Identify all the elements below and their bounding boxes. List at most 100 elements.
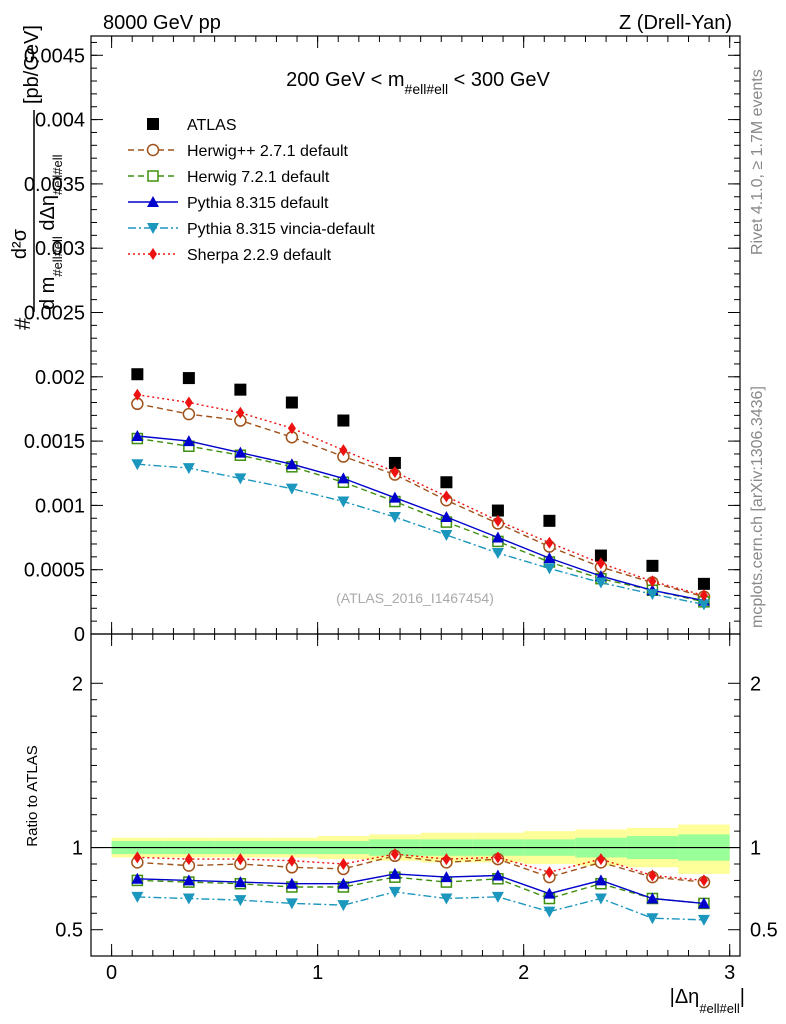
main-ytick-label-8: 0.004 [35, 110, 85, 132]
ratio-point-s3-5 [388, 886, 401, 898]
main-point-s3-6 [440, 510, 453, 522]
ratio-point-s2-3 [285, 877, 298, 889]
main-point-s5-0 [133, 388, 142, 401]
ratio-point-s4-10 [648, 869, 657, 882]
ratio-point-s3-11 [697, 914, 710, 926]
ratio-series-line-1 [137, 876, 704, 905]
xlabel-post: | [740, 986, 745, 1008]
ratio-ylabel: Ratio to ATLAS [24, 745, 41, 846]
main-point-s0-11 [697, 577, 710, 590]
ratio-point-s2-5 [388, 867, 401, 879]
main-point-s4-11 [697, 599, 710, 611]
ratio-series-line-3 [137, 891, 704, 921]
xtick-label-2: 2 [518, 962, 529, 984]
main-point-s1-1 [182, 407, 196, 421]
main-point-s0-9 [594, 549, 607, 562]
main-point-s3-7 [491, 531, 504, 543]
main-ytick-label-3: 0.0015 [24, 431, 85, 453]
ratio-ytick-label-1: 1 [72, 838, 83, 860]
main-point-s4-2 [234, 473, 247, 485]
main-ylabel-den: d m#ell#ell dΔη#ell#ell [37, 154, 65, 310]
main-point-s5-9 [596, 557, 605, 570]
ratio-point-s2-0 [131, 872, 144, 884]
main-series-line-4 [137, 463, 705, 606]
ratio-point-s3-7 [491, 891, 504, 903]
ratio-point-s4-8 [545, 866, 554, 879]
ratio-point-s3-4 [337, 900, 350, 912]
main-point-s5-8 [545, 536, 554, 549]
main-point-s5-3 [287, 422, 296, 435]
main-title-post: < 300 GeV [448, 69, 550, 91]
legend-marker-5 [149, 248, 157, 260]
header-left: 8000 GeV pp [103, 12, 221, 34]
xlabel: |Δη#ell#ell| [670, 986, 745, 1016]
main-ylabel: # d²σ d m#ell#ell dΔη#ell#ell [pb/GeV] [9, 25, 65, 330]
main-ytick-label-7: 0.0035 [24, 174, 85, 196]
ratio-frame [90, 633, 741, 957]
main-point-s3-2 [234, 446, 247, 458]
ratio-ytick-label-r-1: 1 [750, 838, 761, 860]
ratio-point-s4-11 [699, 874, 708, 887]
main-point-s0-0 [131, 368, 144, 381]
main-point-s5-4 [339, 444, 348, 457]
main-ytick-label-6: 0.003 [35, 238, 85, 260]
main-point-s4-3 [285, 483, 298, 495]
ratio-ytick-label-r-2: 2 [750, 673, 761, 695]
main-point-s0-10 [646, 559, 659, 572]
legend-label-2: Herwig 7.2.1 default [187, 169, 330, 186]
main-point-s4-8 [543, 563, 556, 575]
main-point-s4-6 [440, 529, 453, 541]
ratio-ytick-label-2: 2 [72, 673, 83, 695]
main-title-sub: #ell#ell [405, 81, 449, 97]
main-point-s3-8 [543, 552, 556, 564]
main-point-s4-1 [182, 463, 195, 475]
ratio-point-s3-0 [131, 891, 144, 903]
analysis-watermark: (ATLAS_2016_I1467454) [336, 590, 494, 606]
main-series-line-2 [137, 437, 705, 603]
main-point-s5-7 [493, 514, 502, 527]
ratio-ytick-label-0: 0.5 [55, 920, 83, 942]
main-ytick-label-4: 0.002 [35, 367, 85, 389]
main-point-s0-8 [543, 514, 556, 527]
main-ylabel-den-a: d m [37, 277, 59, 310]
legend-label-4: Pythia 8.315 vincia-default [187, 221, 375, 238]
main-point-s4-10 [646, 589, 659, 601]
legend-marker-2 [147, 170, 159, 182]
main-point-s0-6 [440, 476, 453, 489]
main-series-line-5 [137, 394, 705, 597]
ratio-point-s4-7 [493, 851, 502, 864]
main-point-s5-10 [648, 575, 657, 588]
main-point-s0-1 [182, 372, 195, 385]
xtick-label-1: 1 [312, 962, 323, 984]
ratio-point-s2-10 [646, 892, 659, 904]
ratio-point-s3-8 [543, 906, 556, 918]
main-point-s4-0 [131, 459, 144, 471]
main-ylabel-hash: # [10, 317, 35, 330]
ratio-point-s2-2 [234, 876, 247, 888]
main-point-s4-5 [388, 511, 401, 523]
main-point-s0-3 [285, 396, 298, 409]
main-point-s0-2 [234, 383, 247, 396]
ratio-point-s4-2 [236, 853, 245, 866]
ratio-series-line-2 [137, 873, 704, 905]
ratio-point-s4-4 [339, 858, 348, 870]
main-ylabel-den-b: dΔη [37, 195, 59, 236]
ratio-point-s4-6 [442, 853, 451, 866]
ratio-point-s2-1 [182, 874, 195, 886]
main-point-s5-5 [390, 465, 399, 478]
header-right: Z (Drell-Yan) [619, 12, 732, 34]
main-ytick-label-0: 0 [74, 624, 85, 646]
legend-marker-4 [147, 223, 159, 234]
main-point-s3-4 [337, 472, 350, 484]
legend-label-3: Pythia 8.315 default [187, 195, 329, 212]
main-point-s4-9 [594, 577, 607, 589]
ratio-point-s4-0 [133, 851, 142, 864]
legend-label-1: Herwig++ 2.7.1 default [187, 143, 349, 160]
main-point-s3-3 [285, 458, 298, 470]
ratio-point-s2-7 [491, 869, 504, 881]
ratio-ytick-label-r-0: 0.5 [750, 920, 778, 942]
xtick-label-0: 0 [106, 962, 117, 984]
main-point-s3-1 [182, 435, 195, 447]
mcplots-label: mcplots.cern.ch [arXiv:1306.3436] [749, 386, 766, 628]
xlabel-sub: #ell#ell [699, 1001, 740, 1016]
